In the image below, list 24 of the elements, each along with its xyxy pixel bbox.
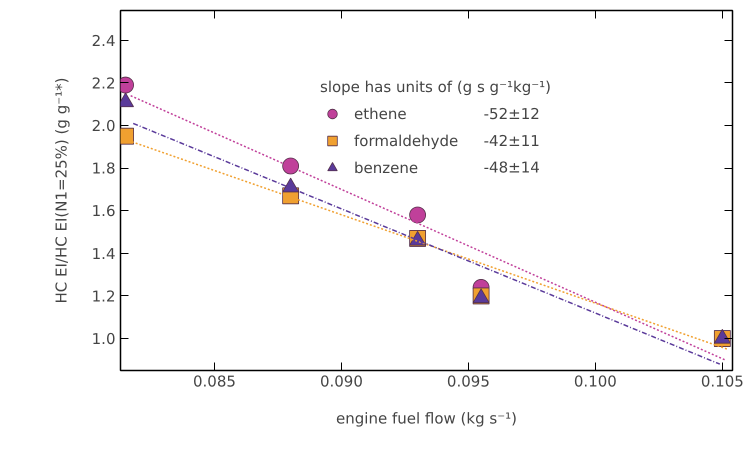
annotation: -42±11 <box>484 132 540 150</box>
x-tick-label: 0.095 <box>446 372 490 390</box>
x-tick-label: 0.085 <box>192 372 236 390</box>
y-axis-title: HC EI/HC EI(N1=25%) (g g⁻¹*) <box>52 77 71 304</box>
annotation: -52±12 <box>484 104 540 123</box>
point <box>409 206 426 224</box>
legend-label: formaldehyde <box>354 130 458 152</box>
y-tick-label: 2.0 <box>92 117 116 136</box>
y-tick-label: 2.4 <box>92 32 116 50</box>
legend-title: slope has units of (g s g⁻¹kg⁻¹) <box>320 78 551 96</box>
x-tick-label: 0.105 <box>700 372 744 390</box>
annotation: -48±14 <box>484 158 540 177</box>
point <box>282 158 300 174</box>
y-tick-label: 2.2 <box>92 74 116 92</box>
x-axis-title: engine fuel flow (kg s⁻¹) <box>336 410 517 428</box>
legend-label: benzene <box>354 158 418 178</box>
y-tick-label: 1.8 <box>92 160 116 178</box>
y-tick-label: 1.0 <box>92 330 116 348</box>
y-tick-label: 1.2 <box>92 287 116 306</box>
y-tick-label: 1.4 <box>92 244 116 263</box>
x-tick-label: 0.100 <box>574 372 617 390</box>
y-tick-label: 1.6 <box>92 202 116 220</box>
legend-label: ethene <box>354 104 407 124</box>
x-tick-label: 0.090 <box>320 372 363 390</box>
